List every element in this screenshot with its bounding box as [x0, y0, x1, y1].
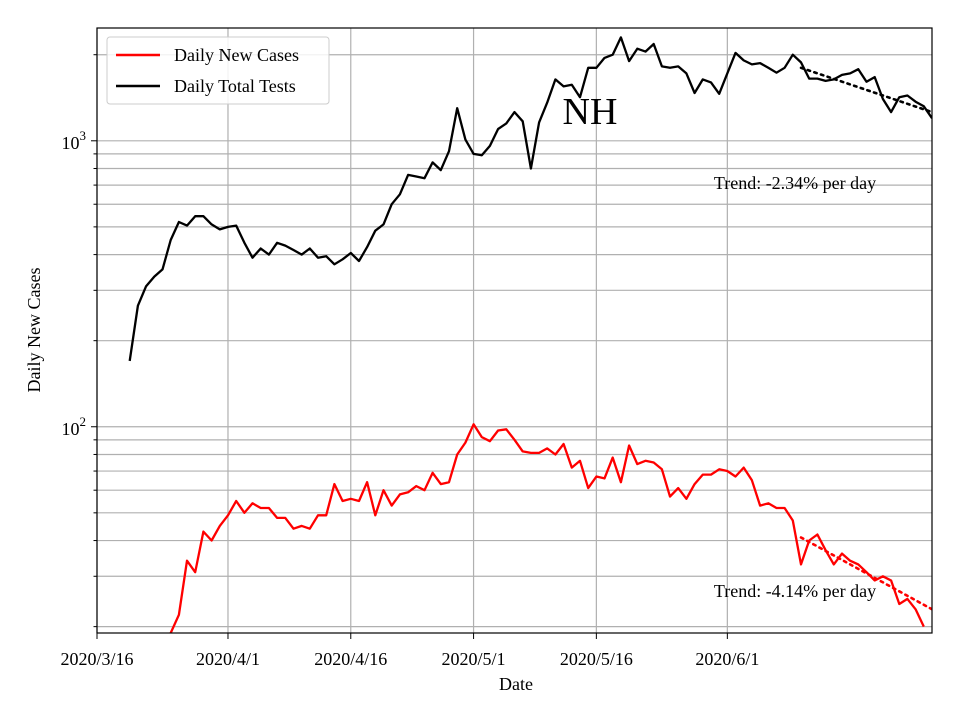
trend-line-daily-total-tests [799, 66, 932, 114]
x-tick-label: 2020/5/16 [560, 649, 633, 669]
series-line-daily-total-tests [128, 36, 932, 362]
x-tick-label: 2020/6/1 [695, 649, 759, 669]
y-tick-exponent: 3 [80, 128, 87, 143]
y-tick-label: 102 [62, 414, 87, 439]
x-axis-label: Date [499, 674, 533, 694]
legend: Daily New Cases Daily Total Tests [106, 36, 330, 105]
y-tick-base: 10 [62, 419, 80, 439]
y-tick-exponent: 2 [80, 414, 87, 429]
series-group [128, 36, 932, 633]
legend-label-daily-new-cases: Daily New Cases [174, 45, 299, 65]
axis-ticks: 2020/3/16 2020/4/1 2020/4/16 2020/5/1 2020/5… [60, 54, 759, 669]
series-line-daily-new-cases [169, 423, 925, 633]
legend-box [106, 36, 330, 105]
y-tick-label: 103 [62, 128, 87, 153]
annotation-trend-tests: Trend: -2.34% per day [714, 173, 876, 193]
x-tick-label: 2020/3/16 [60, 649, 133, 669]
annotation-trend-cases: Trend: -4.14% per day [714, 581, 876, 601]
x-tick-label: 2020/4/16 [314, 649, 387, 669]
legend-label-daily-total-tests: Daily Total Tests [174, 76, 296, 96]
chart-title: NH [563, 91, 618, 133]
x-tick-label: 2020/5/1 [442, 649, 506, 669]
y-tick-base: 10 [62, 133, 80, 153]
y-axis-label: Daily New Cases [24, 268, 44, 393]
plot-frame [96, 27, 933, 634]
x-tick-label: 2020/4/1 [196, 649, 260, 669]
plot-area [97, 28, 932, 633]
